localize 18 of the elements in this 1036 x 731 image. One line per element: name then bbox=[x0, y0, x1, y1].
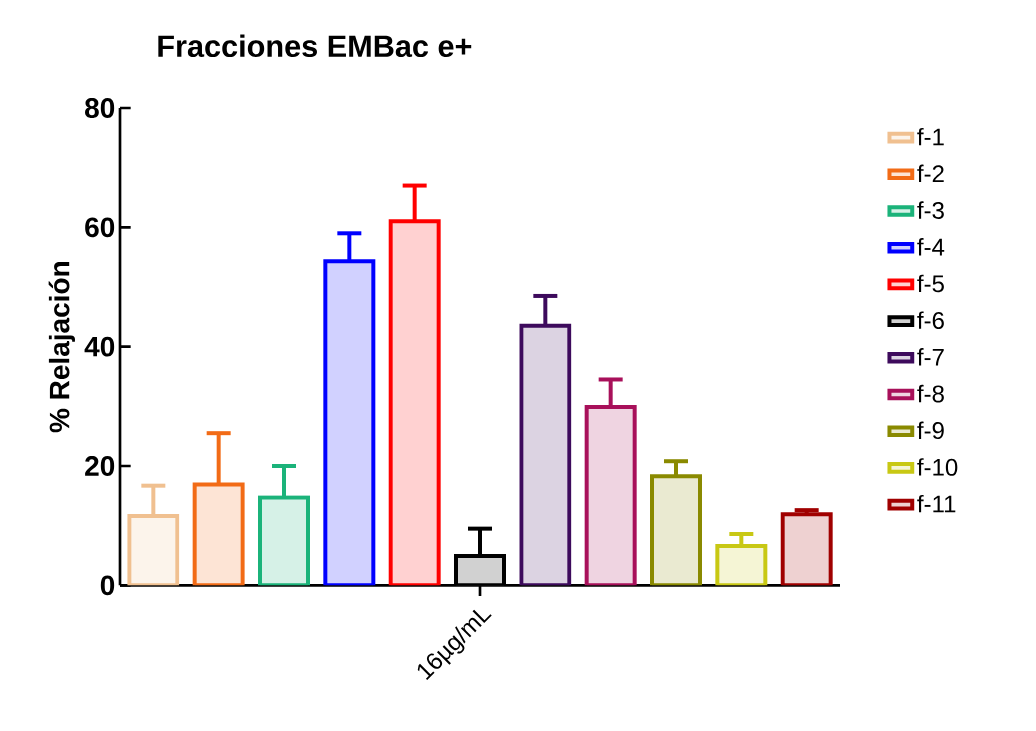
y-tick-label: 0 bbox=[100, 575, 115, 596]
y-tick-label: 20 bbox=[85, 456, 115, 477]
legend-label: f-11 bbox=[917, 495, 956, 513]
y-tick-label: 60 bbox=[85, 217, 115, 238]
y-tick-label: 80 bbox=[85, 98, 115, 119]
chart-title: Fracciones EMBac e+ bbox=[158, 34, 472, 58]
legend-label: f-1 bbox=[917, 128, 944, 146]
legend-label: f-3 bbox=[917, 201, 944, 220]
legend-label: f-8 bbox=[917, 384, 944, 403]
y-tick-label: 40 bbox=[84, 336, 115, 357]
legend-label: f-7 bbox=[917, 348, 944, 366]
legend-label: f-9 bbox=[917, 421, 944, 440]
legend-label: f-6 bbox=[917, 311, 944, 330]
legend-label: f-2 bbox=[917, 164, 944, 183]
legend-label: f-4 bbox=[917, 238, 945, 256]
legend-label: f-5 bbox=[917, 274, 944, 293]
y-axis-title: % Relajación bbox=[48, 262, 75, 433]
legend-label: f-10 bbox=[917, 458, 958, 476]
